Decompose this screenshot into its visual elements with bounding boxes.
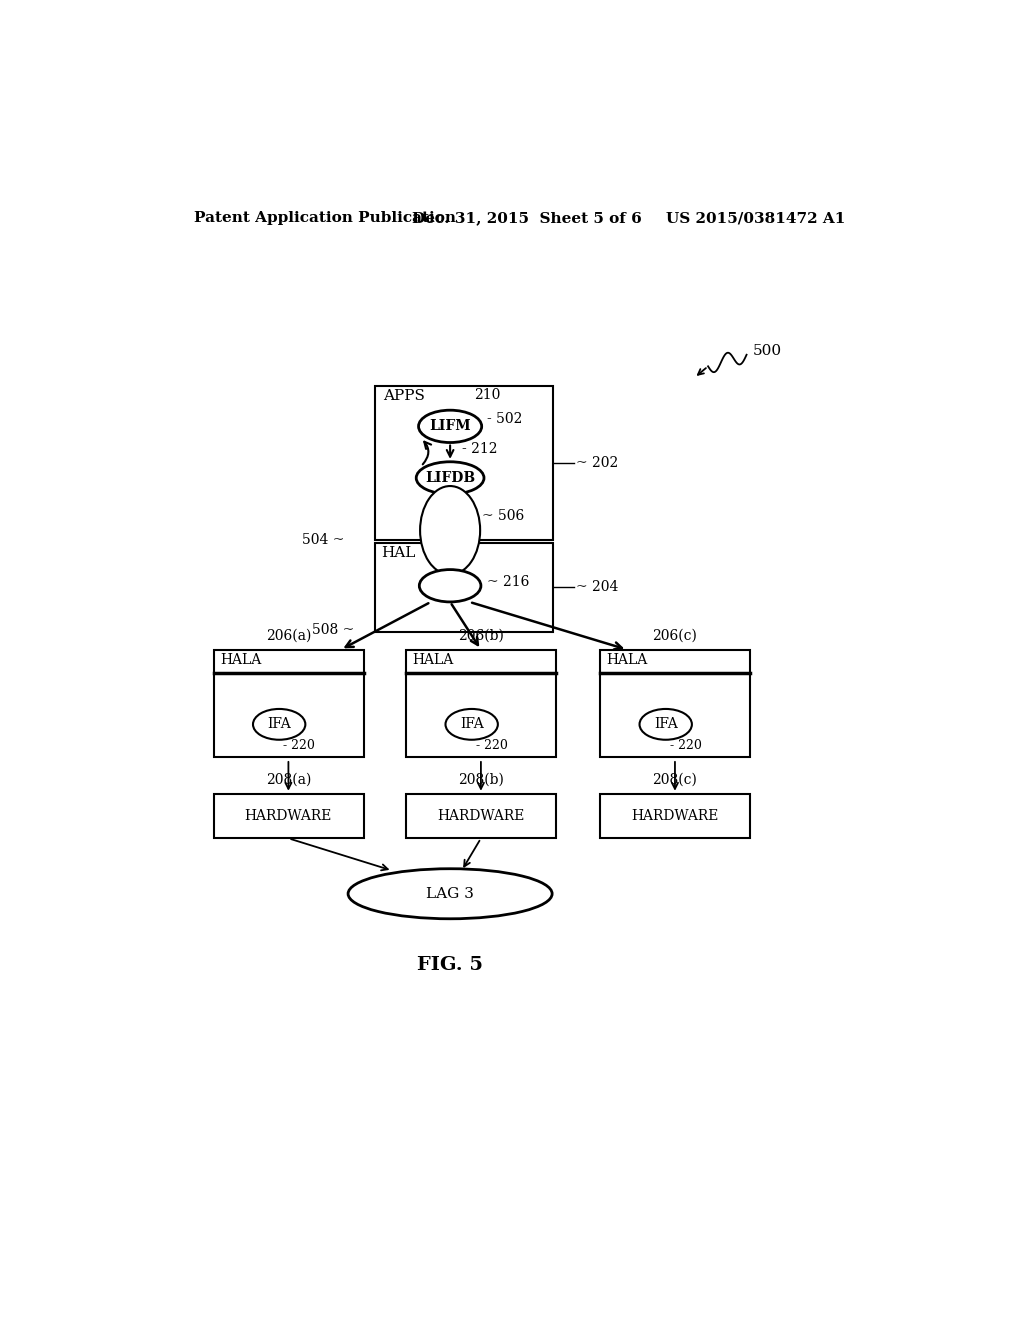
- Text: APPS: APPS: [383, 389, 425, 404]
- Text: 206(c): 206(c): [652, 628, 697, 643]
- Text: 208(c): 208(c): [652, 772, 697, 787]
- Bar: [600, 793, 751, 838]
- Text: HALA: HALA: [413, 652, 454, 667]
- Text: - 502: - 502: [487, 412, 522, 425]
- Text: IFAL: IFAL: [432, 578, 468, 593]
- Text: - 220: - 220: [475, 739, 508, 751]
- Text: ~ 202: ~ 202: [575, 455, 617, 470]
- Text: FIG. 5: FIG. 5: [417, 957, 483, 974]
- Text: 206(a): 206(a): [265, 628, 311, 643]
- Text: IFA: IFA: [654, 717, 678, 731]
- Bar: [214, 793, 364, 838]
- Text: 206(b): 206(b): [458, 628, 504, 643]
- Ellipse shape: [419, 570, 481, 602]
- Text: IFA: IFA: [460, 717, 483, 731]
- Text: 508 ~: 508 ~: [311, 623, 354, 638]
- Ellipse shape: [416, 462, 484, 494]
- Text: HARDWARE: HARDWARE: [245, 809, 332, 822]
- Text: Patent Application Publication: Patent Application Publication: [194, 211, 456, 226]
- Text: ~ 216: ~ 216: [487, 576, 529, 589]
- Bar: [407, 793, 556, 838]
- Text: LIFM: LIFM: [429, 420, 471, 433]
- Text: 208(a): 208(a): [265, 772, 311, 787]
- Text: 504 ~: 504 ~: [302, 532, 345, 546]
- Text: US 2015/0381472 A1: US 2015/0381472 A1: [666, 211, 845, 226]
- Text: 210: 210: [474, 388, 501, 401]
- Ellipse shape: [419, 411, 481, 442]
- Text: ~ 204: ~ 204: [575, 581, 618, 594]
- Ellipse shape: [445, 709, 498, 739]
- Text: HARDWARE: HARDWARE: [437, 809, 524, 822]
- Text: 500: 500: [753, 345, 782, 358]
- Text: 208(b): 208(b): [458, 772, 504, 787]
- Bar: [407, 649, 556, 758]
- Text: LIFDB: LIFDB: [425, 471, 475, 484]
- Text: HALA: HALA: [606, 652, 647, 667]
- Ellipse shape: [348, 869, 552, 919]
- Ellipse shape: [420, 486, 480, 574]
- Text: - 220: - 220: [283, 739, 315, 751]
- Ellipse shape: [253, 709, 305, 739]
- Bar: [376, 385, 553, 540]
- Text: - 212: - 212: [462, 442, 498, 457]
- Text: ~ 506: ~ 506: [482, 510, 524, 524]
- Text: IFA: IFA: [267, 717, 291, 731]
- Text: HARDWARE: HARDWARE: [631, 809, 719, 822]
- Text: Dec. 31, 2015  Sheet 5 of 6: Dec. 31, 2015 Sheet 5 of 6: [412, 211, 641, 226]
- Ellipse shape: [640, 709, 692, 739]
- Text: HAL: HAL: [382, 546, 416, 561]
- Bar: [600, 649, 751, 758]
- Text: LAG 3: LAG 3: [426, 887, 474, 900]
- Text: HALA: HALA: [220, 652, 261, 667]
- Bar: [214, 649, 364, 758]
- Bar: [376, 544, 553, 632]
- Text: - 220: - 220: [670, 739, 701, 751]
